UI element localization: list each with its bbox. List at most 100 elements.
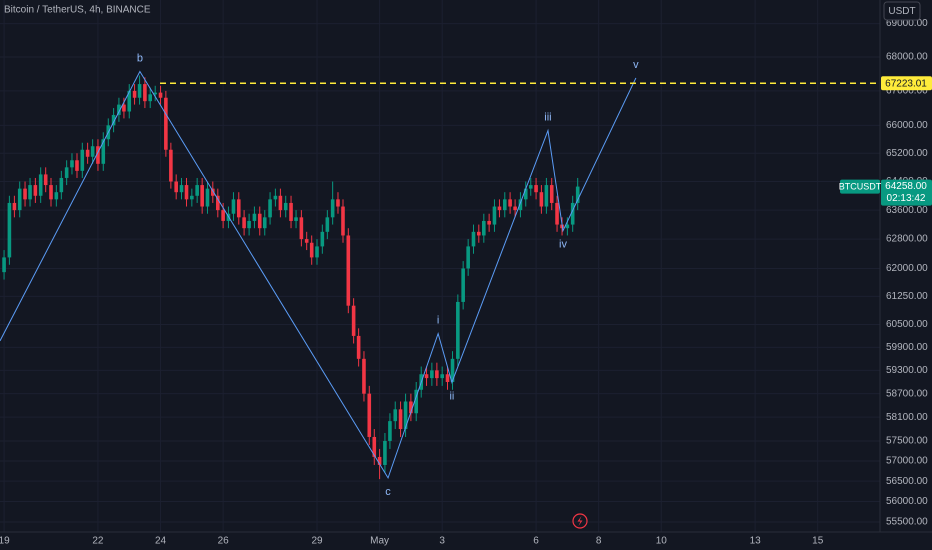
wave-label: ii (449, 390, 454, 402)
wave-label: b (137, 52, 143, 64)
candle-body (424, 374, 429, 379)
x-tick-label: 24 (155, 536, 167, 547)
candle-body (372, 436, 377, 457)
candle-body (549, 185, 554, 203)
candle-body (346, 235, 351, 306)
symbol-tag (840, 179, 880, 194)
alert-ring[interactable] (572, 513, 588, 529)
candle-body (231, 199, 236, 214)
candle-body (325, 217, 330, 232)
candle-body (435, 370, 439, 379)
y-tick-label: 59300.00 (886, 365, 928, 376)
chart-title: Bitcoin / TetherUS, 4h, BINANCE (4, 5, 151, 16)
y-tick-label: 63600.00 (886, 205, 928, 216)
currency-label[interactable]: USDT (888, 6, 915, 17)
wave-label: iv (559, 239, 567, 251)
candle-body (195, 185, 199, 196)
candle-body (64, 167, 69, 178)
y-tick-label: 59900.00 (886, 342, 928, 353)
y-tick-label: 68000.00 (886, 52, 928, 63)
candle-body (341, 206, 345, 236)
x-tick-label: May (370, 536, 389, 547)
candle-body (174, 181, 178, 193)
candle-body (23, 188, 27, 200)
candle-body (523, 188, 528, 200)
y-tick-label: 56500.00 (886, 476, 928, 487)
candle-body (164, 97, 168, 150)
candle-body (247, 220, 251, 229)
x-tick-label: 3 (439, 536, 445, 547)
candle-body (294, 217, 298, 221)
candle-body (502, 199, 507, 211)
last-price-label: 64258.00 (885, 181, 927, 192)
candle-body (75, 160, 79, 171)
candle-body (445, 374, 450, 382)
candle-body (137, 84, 142, 98)
candle-body (117, 104, 121, 115)
candle-body (388, 421, 392, 441)
candle-body (471, 231, 476, 247)
candle-body (33, 185, 38, 196)
candle-body (169, 149, 173, 182)
candle-body (492, 206, 497, 225)
candle-body (153, 92, 158, 95)
y-tick-label: 60500.00 (886, 319, 928, 330)
x-tick-label: 26 (218, 536, 230, 547)
countdown: 02:13:42 (887, 193, 926, 204)
candle-body (273, 195, 278, 200)
y-tick-label: 55500.00 (886, 517, 928, 528)
candle-body (466, 246, 470, 269)
candle-body (430, 370, 434, 379)
y-tick-label: 66000.00 (886, 120, 928, 131)
candle-body (414, 389, 419, 414)
wave-label: v (633, 59, 639, 71)
candle-body (283, 202, 288, 211)
x-tick-label: 10 (656, 536, 668, 547)
x-tick-label: 13 (750, 536, 762, 547)
y-tick-label: 67000.00 (886, 86, 928, 97)
y-tick-label: 58700.00 (886, 388, 928, 399)
candle-body (304, 239, 309, 243)
candle-body (351, 305, 356, 336)
candle-body (7, 202, 12, 258)
candle-body (101, 139, 106, 164)
x-tick-label: 8 (596, 536, 602, 547)
level-tag (881, 76, 932, 91)
y-tick-label: 69000.00 (886, 18, 928, 29)
candle-body (90, 146, 95, 157)
candle-body (570, 202, 575, 225)
y-tick-label: 58100.00 (886, 412, 928, 423)
symbol-label: BTCUSDT (839, 181, 882, 191)
candle-body (320, 231, 325, 247)
candle-body (456, 301, 460, 359)
candle-body (299, 217, 304, 240)
currency-button[interactable] (883, 1, 921, 21)
candle-body (2, 257, 6, 273)
candle-body (43, 174, 48, 186)
y-tick-label: 62800.00 (886, 234, 928, 245)
candle-body (28, 185, 32, 200)
candle-body (336, 199, 340, 207)
candle-body (184, 185, 189, 200)
wave-label: c (385, 486, 391, 498)
candle-body (96, 146, 100, 164)
last-price-tag (881, 179, 932, 206)
candle-body (367, 393, 372, 437)
candle-body (12, 202, 17, 211)
candle-body (211, 188, 215, 196)
candle-body (487, 220, 491, 225)
candle-body (216, 195, 220, 211)
level-label: 67223.01 (885, 78, 927, 89)
candle-body (315, 246, 319, 258)
candle-body (54, 192, 59, 200)
x-tick-label: 22 (92, 536, 104, 547)
alert-bolt[interactable] (577, 516, 583, 526)
alert-icon[interactable] (572, 513, 588, 529)
candle-body (38, 174, 43, 196)
candle-body (534, 185, 538, 193)
candle-body (555, 202, 559, 225)
candle-body (513, 206, 517, 211)
x-tick-label: 6 (533, 536, 539, 547)
